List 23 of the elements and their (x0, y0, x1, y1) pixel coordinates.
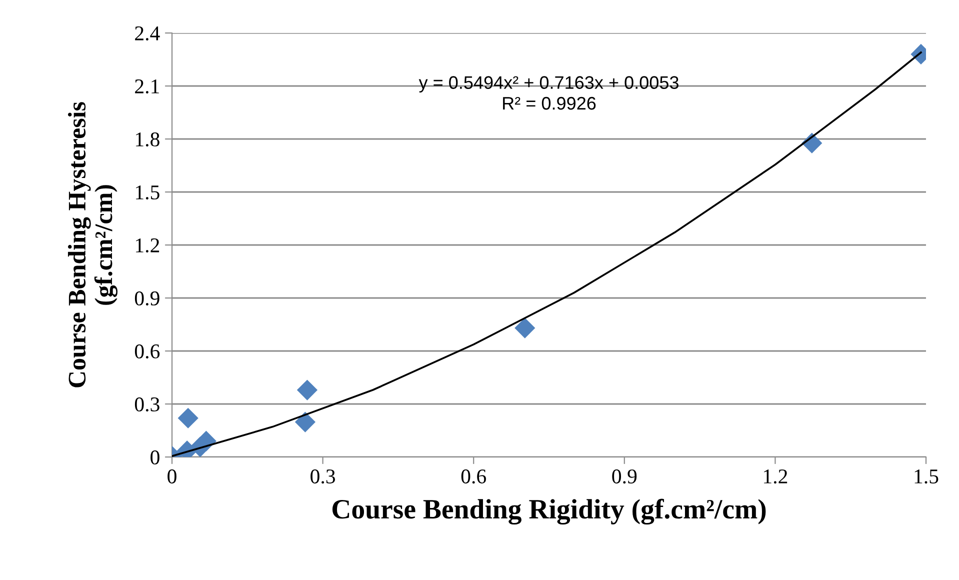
y-tick-label: 1.5 (136, 185, 160, 200)
y-tick-label: 1.2 (136, 238, 160, 253)
x-tick-label: 0.6 (461, 469, 486, 484)
y-tick-label: 0.3 (134, 397, 160, 412)
annotation: y = 0.5494x² + 0.7163x + 0.0053 R² = 0.9926 (418, 76, 678, 110)
x-tick-label: 1.2 (764, 469, 788, 484)
x-tick-label: 0.9 (612, 469, 637, 484)
y-tick-label: 2.4 (135, 26, 160, 41)
point (294, 412, 316, 432)
y-tick-label: 0 (150, 450, 160, 464)
point (178, 408, 198, 428)
x-tick-label: 1.5 (914, 470, 938, 484)
point (514, 318, 536, 338)
y-tick-label: 0.9 (134, 291, 160, 306)
x-tick-label: 0 (168, 469, 176, 484)
x-axis-title: Course Bending Rigidity (gf.cm²/cm) (332, 498, 766, 524)
y-axis-title: Course Bending Hysteresis (gf.cm²/cm) (68, 102, 118, 388)
point (196, 430, 216, 452)
x-tick-label: 0.3 (310, 469, 336, 484)
y-tick-label: 2.1 (135, 79, 159, 94)
y-tick-label: 0.6 (134, 344, 160, 359)
point (296, 380, 318, 400)
y-tick-label: 1.8 (136, 132, 160, 147)
